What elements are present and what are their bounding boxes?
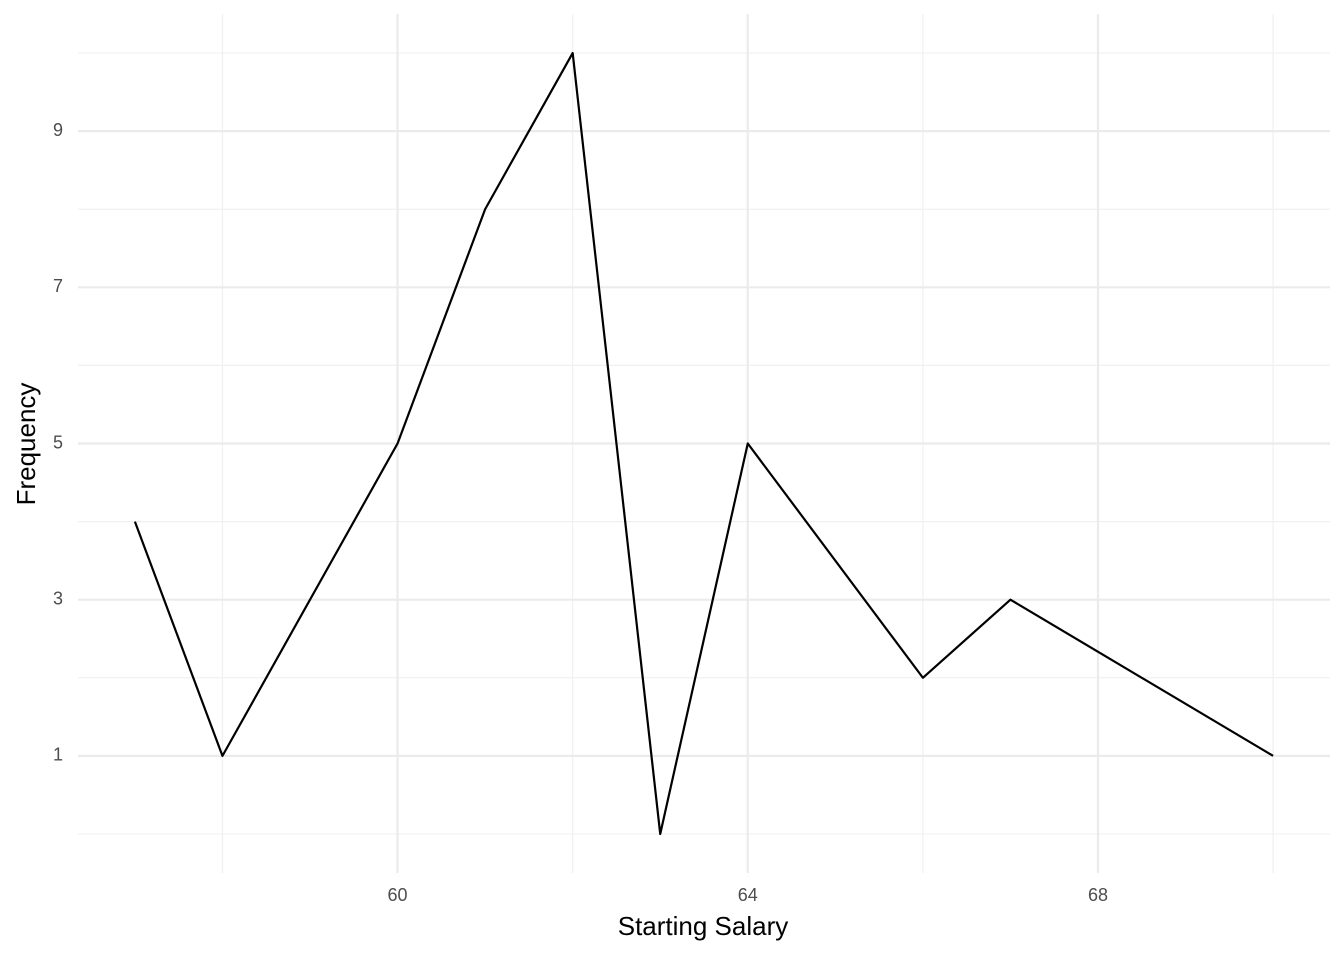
y-tick-label: 3 xyxy=(53,588,63,608)
y-axis-title: Frequency xyxy=(11,383,41,506)
y-tick-label: 1 xyxy=(53,745,63,765)
y-tick-label: 9 xyxy=(53,120,63,140)
line xyxy=(133,51,1274,836)
y-tick-label: 5 xyxy=(53,432,63,452)
x-tick-label: 60 xyxy=(388,885,408,905)
y-tick-label: 7 xyxy=(53,276,63,296)
x-tick-label: 64 xyxy=(738,885,758,905)
x-tick-label: 68 xyxy=(1088,885,1108,905)
x-axis-title: Starting Salary xyxy=(618,911,789,941)
